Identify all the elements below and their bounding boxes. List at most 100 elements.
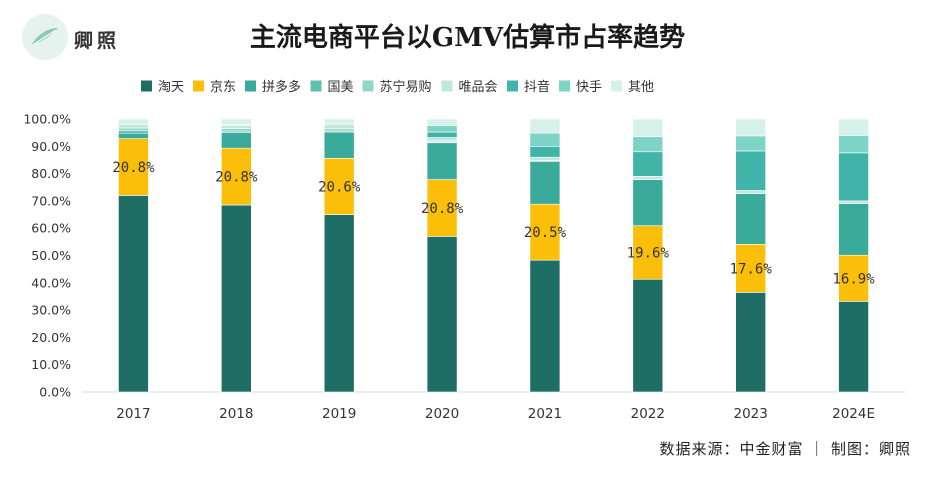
bar-segment	[323, 118, 355, 124]
bar-segment	[529, 203, 561, 261]
legend-swatch	[141, 80, 152, 92]
bar-segment	[632, 136, 664, 153]
bar-segment	[118, 124, 149, 129]
y-tick-label: 80.0%	[31, 166, 71, 181]
y-tick-label: 40.0%	[31, 275, 71, 290]
data-label: 20.5%	[524, 225, 567, 241]
bar-segment	[118, 118, 149, 125]
bar-segment	[632, 118, 664, 138]
y-tick-label: 50.0%	[31, 248, 71, 263]
y-tick-label: 100.0%	[23, 112, 71, 127]
bar-segment	[221, 132, 252, 149]
y-tick-label: 70.0%	[31, 193, 71, 208]
y-tick-label: 20.0%	[31, 330, 71, 345]
legend-label: 苏宁易购	[380, 79, 432, 95]
legend-swatch	[245, 80, 256, 92]
bar-segment	[118, 130, 149, 134]
data-label: 17.6%	[730, 261, 773, 277]
data-label: 20.8%	[215, 170, 258, 186]
bar-segment	[221, 147, 252, 206]
y-tick-label: 30.0%	[31, 303, 71, 318]
bar-segment	[426, 125, 458, 133]
bar-segment	[426, 131, 458, 138]
bar-segment	[632, 225, 664, 280]
bar-segment	[323, 158, 355, 215]
legend-label: 拼多多	[262, 79, 301, 95]
data-source-note: 数据来源：中金财富 ｜ 制图：卿照	[659, 440, 911, 458]
legend-swatch	[193, 80, 204, 92]
x-tick-label: 2018	[219, 406, 253, 422]
bar-segment	[838, 254, 869, 302]
bar-segment	[838, 301, 869, 393]
bar-segment	[426, 179, 458, 237]
bar-segment	[735, 135, 766, 152]
bar-segment	[632, 179, 664, 227]
legend-swatch	[310, 80, 322, 92]
bar-segment	[426, 142, 458, 180]
bar-segment	[221, 128, 252, 132]
bar-segment	[735, 118, 766, 137]
x-tick-label: 2017	[116, 406, 150, 422]
chart-title: 主流电商平台以GMV估算市占率趋势	[249, 23, 686, 53]
logo-text: 卿照	[74, 30, 121, 52]
legend-label: 淘天	[158, 80, 184, 95]
bar-segment	[838, 203, 869, 256]
bar-segment	[118, 195, 149, 393]
data-label: 20.8%	[112, 160, 155, 176]
bar-segment	[632, 151, 664, 177]
y-tick-label: 60.0%	[31, 221, 71, 236]
bar-segment	[426, 137, 458, 142]
x-tick-label: 2019	[322, 406, 356, 422]
legend-swatch	[559, 80, 570, 92]
bar-segment	[529, 161, 561, 205]
x-tick-label: 2021	[528, 406, 562, 422]
bar-segment	[221, 118, 252, 125]
bar-segment	[838, 135, 869, 154]
bar-segment	[529, 132, 561, 147]
y-tick-label: 90.0%	[31, 139, 71, 154]
legend-label: 快手	[576, 80, 602, 95]
bar-segment	[529, 156, 561, 161]
data-label: 20.6%	[318, 179, 361, 195]
bar-segment	[838, 118, 869, 136]
x-tick-label: 2022	[631, 406, 665, 422]
legend-label: 京东	[210, 80, 236, 95]
legend-swatch	[362, 80, 374, 92]
bar-segment	[323, 131, 355, 159]
legend-label: 唯品会	[459, 80, 498, 95]
bar-segment	[323, 128, 355, 132]
data-label: 19.6%	[627, 245, 670, 261]
bar-segment	[323, 125, 355, 130]
legend-label: 其他	[628, 80, 654, 95]
bar-segment	[118, 138, 149, 196]
bar-segment	[529, 259, 561, 393]
x-tick-label: 2023	[734, 406, 768, 422]
legend-swatch	[507, 80, 518, 92]
y-tick-label: 10.0%	[31, 357, 71, 372]
bar-segment	[221, 124, 252, 129]
bar-segment	[323, 214, 355, 393]
legend-swatch	[611, 80, 622, 92]
leaf-logo-icon	[22, 14, 68, 60]
bar-segment	[735, 292, 766, 393]
bar-segment	[735, 244, 766, 293]
bar-segment	[735, 150, 766, 191]
legend-label: 抖音	[524, 79, 550, 95]
bar-segment	[426, 118, 458, 126]
data-label: 20.8%	[421, 201, 464, 217]
bar-segment	[529, 118, 561, 134]
data-label: 16.9%	[832, 271, 875, 287]
bar-segment	[838, 152, 869, 202]
legend-swatch	[441, 80, 453, 92]
bar-segment	[221, 204, 252, 393]
bar-segment	[735, 190, 766, 194]
x-tick-label: 2024E	[832, 406, 875, 422]
legend-label: 国美	[328, 80, 354, 95]
bar-segment	[118, 127, 149, 132]
bar-segment	[529, 146, 561, 158]
bar-segment	[632, 176, 664, 180]
y-tick-label: 0.0%	[39, 385, 71, 400]
bar-segment	[735, 193, 766, 245]
bar-segment	[118, 132, 149, 139]
